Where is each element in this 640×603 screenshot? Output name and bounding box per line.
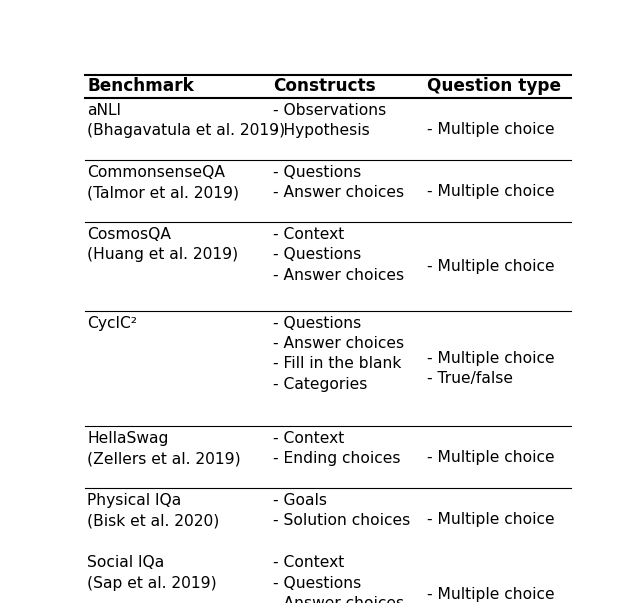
Text: - Observations
- Hypothesis: - Observations - Hypothesis (273, 103, 387, 138)
Text: CosmosQA
(Huang et al. 2019): CosmosQA (Huang et al. 2019) (88, 227, 239, 262)
Text: - Multiple choice: - Multiple choice (428, 450, 555, 465)
Text: - Multiple choice: - Multiple choice (428, 122, 555, 136)
Text: Question type: Question type (428, 77, 561, 95)
Text: - Context
- Ending choices: - Context - Ending choices (273, 431, 401, 466)
Text: - Context
- Questions
- Answer choices: - Context - Questions - Answer choices (273, 555, 404, 603)
Text: Benchmark: Benchmark (88, 77, 195, 95)
Text: CycIC²: CycIC² (88, 315, 138, 330)
Text: - Goals
- Solution choices: - Goals - Solution choices (273, 493, 411, 528)
Text: aNLI
(Bhagavatula et al. 2019): aNLI (Bhagavatula et al. 2019) (88, 103, 285, 138)
Text: - Multiple choice: - Multiple choice (428, 184, 555, 199)
Text: Social IQa
(Sap et al. 2019): Social IQa (Sap et al. 2019) (88, 555, 217, 591)
Text: - Multiple choice: - Multiple choice (428, 587, 555, 602)
Text: Constructs: Constructs (273, 77, 376, 95)
Text: - Multiple choice
- True/false: - Multiple choice - True/false (428, 351, 555, 387)
Text: - Context
- Questions
- Answer choices: - Context - Questions - Answer choices (273, 227, 404, 283)
Text: - Multiple choice: - Multiple choice (428, 512, 555, 527)
Text: - Questions
- Answer choices: - Questions - Answer choices (273, 165, 404, 200)
Text: HellaSwag
(Zellers et al. 2019): HellaSwag (Zellers et al. 2019) (88, 431, 241, 466)
Text: CommonsenseQA
(Talmor et al. 2019): CommonsenseQA (Talmor et al. 2019) (88, 165, 239, 200)
Text: Physical IQa
(Bisk et al. 2020): Physical IQa (Bisk et al. 2020) (88, 493, 220, 528)
Text: - Questions
- Answer choices
- Fill in the blank
- Categories: - Questions - Answer choices - Fill in t… (273, 315, 404, 392)
Text: - Multiple choice: - Multiple choice (428, 259, 555, 274)
